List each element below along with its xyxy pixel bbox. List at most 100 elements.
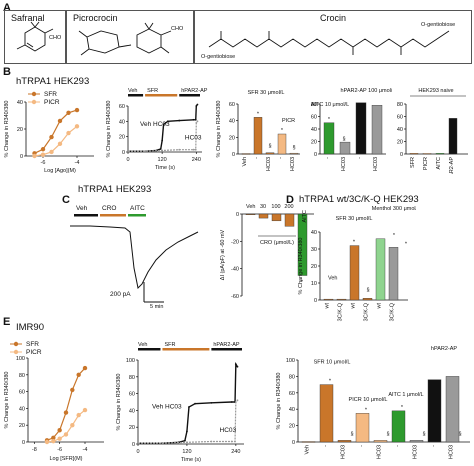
significance-star: *: [401, 405, 404, 411]
y-tick-label: 20: [289, 424, 295, 430]
bar: [271, 213, 282, 222]
trace-point: [192, 118, 195, 121]
category-label: HC03: [449, 445, 455, 459]
current-trace: [70, 225, 199, 290]
group-label-aitc: AITC 10 μmol/L: [311, 102, 349, 108]
bar: [448, 118, 458, 155]
significance-star: *: [257, 111, 260, 117]
category-label: HC03: [266, 157, 272, 171]
y-tick-label: 0: [232, 152, 235, 158]
trace-point: [186, 441, 188, 444]
y-tick-label: 100: [16, 356, 25, 362]
y-tick-label: 80: [289, 374, 295, 380]
treatment-label: SFR: [164, 342, 175, 348]
y-tick-label: 0: [122, 150, 125, 156]
treatment-bar: [128, 214, 146, 217]
bar: [409, 153, 419, 155]
trace-veh-hc03: [128, 104, 199, 152]
section-mark: §: [366, 288, 369, 294]
x-tick-label: 0: [126, 157, 129, 163]
y-tick-label: 40: [311, 127, 317, 133]
chart-e1: 0 20 40 60 80 100 % Change in R340/380 -8 -6 -4Lo…: [4, 341, 104, 462]
group-label-hpar2: hPAR2-AP: [431, 346, 458, 352]
y-tick-label: 20: [19, 423, 25, 429]
y-tick-label: 60: [229, 102, 235, 108]
bar: [323, 298, 334, 301]
bar: [371, 105, 383, 155]
trace-hc03: [128, 120, 198, 152]
bar: [337, 440, 352, 443]
data-point: [49, 134, 54, 140]
y-tick-label: 40: [17, 100, 23, 106]
crocin-drawing: O-gentiobiose O-gentiobiose: [201, 22, 455, 60]
legend-label: SFR: [44, 91, 57, 98]
y-tick-label: 60: [129, 392, 135, 398]
x-tick-label: -8: [32, 447, 37, 453]
bar: [253, 117, 263, 155]
category-label: SFR: [410, 157, 416, 168]
chart-b4: 0 20 40 60 80 - HC03 - HC03 AITC 10 μmol/L hPAR2-A…: [311, 88, 392, 171]
treatment-bar: [138, 348, 161, 351]
y-tick-label: 20: [311, 140, 317, 146]
x-axis-label: Time (s): [155, 165, 175, 171]
group-label-aitc: AITC 1 μmol/L: [388, 392, 423, 398]
legend-marker: [13, 349, 19, 355]
category-label: -: [278, 157, 284, 159]
treatment-bar: [211, 348, 242, 351]
legend-label: SFR: [26, 341, 39, 348]
chart-b2: 0 20 40 60 % Change in R340/380 0 120 240 Time (…: [106, 88, 208, 171]
x-axis-label: Log [SFR](M): [49, 456, 82, 462]
treatment-bar: [179, 94, 200, 97]
category-label: PICR: [423, 157, 429, 170]
panel-letter-c: C: [62, 194, 70, 206]
trace-point: [234, 363, 237, 366]
trace-point: [195, 105, 198, 107]
data-point: [57, 141, 63, 147]
category-label: 30: [260, 204, 266, 210]
treatment-bar: [128, 94, 144, 97]
x-axis-label: Log [Ago](M): [44, 168, 76, 174]
y-tick-label: 10: [311, 281, 317, 287]
group-label-menthol: Menthol 300 μmol/L: [372, 206, 416, 212]
trace-point: [194, 402, 196, 405]
y-tick-label: 0: [292, 440, 295, 446]
bar: [277, 133, 287, 155]
trace-point: [234, 401, 237, 403]
y-axis-label: % Change in R340/380: [106, 101, 112, 158]
bar: [241, 153, 251, 155]
picrocrocin-structure-box: Picrocrocin CHO: [66, 10, 194, 64]
safranal-structure-box: Safranal CHO: [4, 10, 66, 64]
treatment-label: SFR: [147, 88, 158, 94]
panel-c-cell-line: hTRPA1 HEK293: [78, 184, 152, 195]
trace-label-hc03: HC03: [185, 135, 202, 142]
bar: [297, 213, 308, 276]
y-tick-label: 40: [129, 408, 135, 414]
category-label: -: [323, 445, 329, 447]
bar: [336, 298, 347, 301]
section-mark: §: [292, 145, 295, 151]
picrocrocin-drawing: CHO: [78, 22, 184, 56]
y-tick-label: 0: [236, 212, 239, 218]
x-axis-label: Time (s): [181, 457, 201, 463]
crocin-bottom-annotation: O-gentiobiose: [201, 54, 235, 60]
bar: [265, 152, 275, 155]
bar: [388, 247, 399, 301]
significance-star: *: [405, 241, 408, 247]
y-tick-label: -60: [231, 294, 239, 300]
chart-c2: 0 -20 -40 -60 ΔI (pA/pF) at -60 mV Veh 30 100 20…: [220, 204, 314, 300]
panel-letter-a: A: [3, 2, 11, 14]
x-tick-label: -6: [41, 160, 46, 166]
data-point: [63, 410, 69, 415]
category-label: HC03: [290, 157, 296, 171]
treatment-bar: [74, 214, 98, 217]
section-mark: §: [350, 431, 353, 437]
data-point: [74, 124, 80, 129]
trace-point: [210, 440, 213, 443]
y-tick-label: 0: [314, 152, 317, 158]
trace-point: [192, 148, 195, 151]
category-label: wt: [377, 303, 383, 310]
crocin-top-annotation: O-gentiobiose: [421, 22, 455, 28]
category-label: -: [357, 157, 363, 159]
trace-point: [230, 401, 233, 403]
category-label: -: [359, 445, 365, 447]
